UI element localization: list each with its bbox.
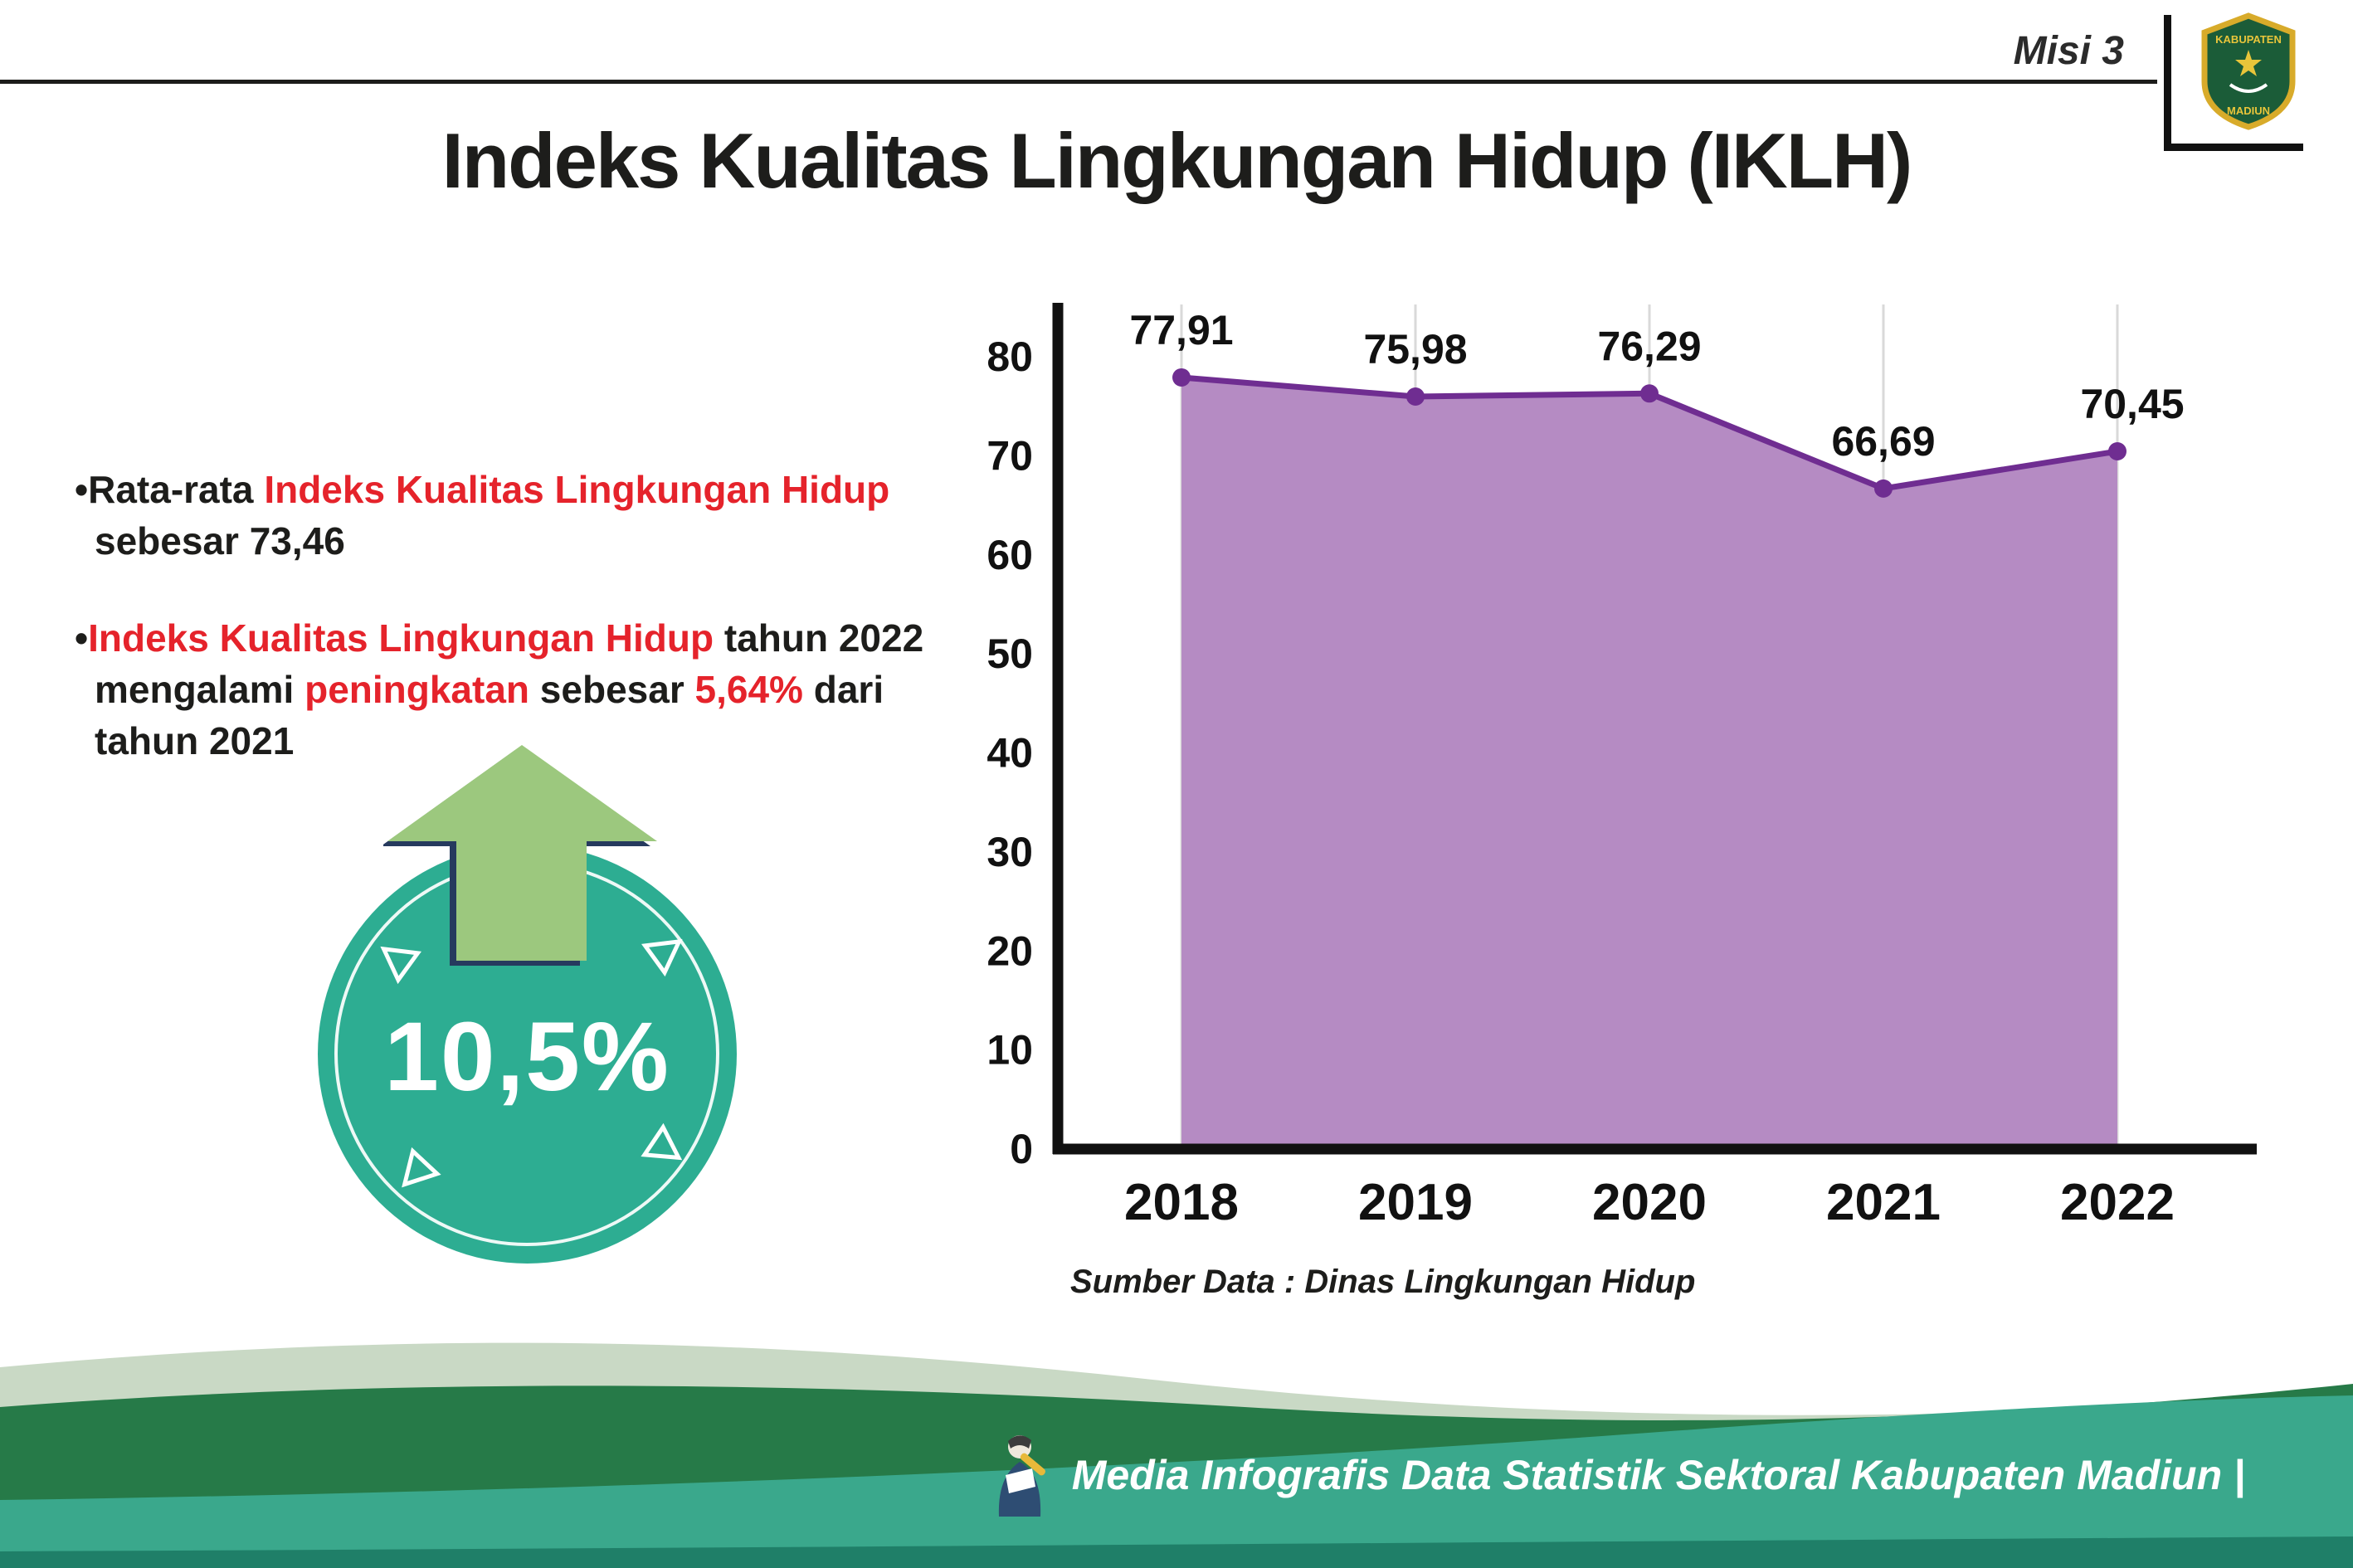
- svg-text:2020: 2020: [1592, 1174, 1707, 1231]
- bullet-text-segment: peningkatan: [304, 667, 530, 711]
- bullet-text-segment: sebesar 73,46: [95, 519, 345, 562]
- svg-text:60: 60: [987, 532, 1033, 578]
- bullet-text-segment: tahun 2022 mengalami: [95, 616, 924, 711]
- logo-frame-left: [2164, 15, 2171, 151]
- footer-credit-text: Media Infografis Data Statistik Sektoral…: [1071, 1452, 2245, 1498]
- misi-label: Misi 3: [2013, 29, 2124, 73]
- mascot-icon: [998, 1435, 1045, 1517]
- logo-star-icon: [2235, 50, 2262, 76]
- bullet-item: •Indeks Kualitas Lingkungan Hidup tahun …: [75, 613, 971, 767]
- svg-text:66,69: 66,69: [1831, 418, 1935, 465]
- svg-text:20: 20: [987, 928, 1033, 974]
- svg-text:76,29: 76,29: [1597, 323, 1701, 369]
- up-arrow-icon: [383, 745, 657, 966]
- page-title: Indeks Kualitas Lingkungan Hidup (IKLH): [441, 117, 1913, 204]
- footer-wave-decoration: [0, 1342, 2353, 1568]
- kabupaten-madiun-logo: KABUPATEN MADIUN: [2164, 12, 2303, 151]
- svg-text:2018: 2018: [1124, 1174, 1239, 1231]
- area-chart-canvas: 0 10 20 30 40 50 60 70 80 2018 2019 2020 2021 2022 77,…: [987, 303, 2257, 1231]
- bullet-marker: •: [75, 616, 89, 660]
- svg-text:2021: 2021: [1826, 1174, 1941, 1231]
- bullet-text-segment: Indeks Kualitas Lingkungan Hidup: [264, 468, 890, 511]
- iklh-chart: 0 10 20 30 40 50 60 70 80 2018 2019 2020 2021 2022 77,…: [946, 295, 2323, 1348]
- svg-text:80: 80: [987, 334, 1033, 380]
- increase-percentage: 10,5%: [384, 1002, 670, 1112]
- svg-text:70,45: 70,45: [2080, 381, 2184, 427]
- logo-top-text: KABUPATEN: [2215, 33, 2282, 46]
- logo-frame-bottom: [2164, 144, 2303, 151]
- svg-text:70: 70: [987, 432, 1033, 479]
- svg-text:77,91: 77,91: [1129, 307, 1233, 353]
- svg-text:10: 10: [987, 1027, 1033, 1074]
- svg-text:2019: 2019: [1358, 1174, 1473, 1231]
- svg-text:50: 50: [987, 631, 1033, 677]
- bullet-item: •Rata-rata Indeks Kualitas Lingkungan Hi…: [75, 465, 971, 567]
- bullet-marker: •: [75, 468, 89, 511]
- data-source-caption: Sumber Data : Dinas Lingkungan Hidup: [1070, 1264, 1696, 1300]
- bullet-list: •Rata-rata Indeks Kualitas Lingkungan Hi…: [75, 465, 971, 813]
- bullet-text-segment: 5,64%: [694, 667, 803, 711]
- bullet-text-segment: Indeks Kualitas Lingkungan Hidup: [88, 616, 714, 660]
- bullet-text-segment: Rata-rata: [88, 468, 265, 511]
- svg-text:2022: 2022: [2060, 1174, 2175, 1231]
- header-rule: [0, 80, 2157, 84]
- logo-bottom-text: MADIUN: [2227, 105, 2270, 117]
- bullet-text-segment: dari tahun 2021: [95, 667, 884, 762]
- bullet-text-segment: sebesar: [529, 667, 695, 711]
- svg-text:75,98: 75,98: [1363, 326, 1467, 373]
- svg-text:0: 0: [1010, 1126, 1033, 1172]
- shield-logo-icon: KABUPATEN MADIUN: [2201, 12, 2296, 130]
- footer-credit: Media Infografis Data Statistik Sektoral…: [981, 1430, 2245, 1520]
- svg-text:30: 30: [987, 829, 1033, 875]
- svg-text:40: 40: [987, 730, 1033, 777]
